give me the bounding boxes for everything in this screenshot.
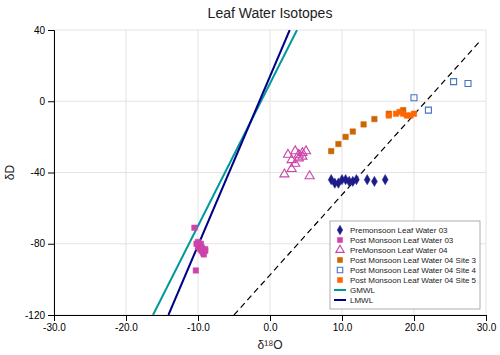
y-tick: 40 xyxy=(34,25,54,36)
x-tick-label: -20.0 xyxy=(115,322,138,333)
x-tick: -10.0 xyxy=(187,315,210,333)
series-points xyxy=(328,175,388,189)
point xyxy=(411,95,417,101)
point xyxy=(411,111,416,116)
point xyxy=(372,116,377,121)
legend-label: Post Monsoon Leaf Water 04 Site 5 xyxy=(350,276,477,285)
x-tick: 20.0 xyxy=(405,315,425,333)
legend-swatch xyxy=(336,245,344,252)
series-points xyxy=(192,225,208,273)
y-tick: -40 xyxy=(31,167,54,178)
point xyxy=(301,146,310,154)
dashed-line xyxy=(234,42,479,315)
legend-label: GMWL xyxy=(350,286,375,295)
y-tick-label: -80 xyxy=(31,238,46,249)
point xyxy=(192,225,197,230)
y-axis: -120 -80 -40 0 40 xyxy=(25,25,55,321)
legend-box xyxy=(330,221,480,309)
y-tick: 0 xyxy=(39,96,54,107)
x-axis: -30.0 -20.0 -10.0 0.0 10.0 20.0 30.0 xyxy=(43,315,497,333)
point xyxy=(305,171,314,179)
legend-label: Post Monsoon Leaf Water 04 Site 3 xyxy=(350,256,477,265)
legend-label: Post Monsoon Leaf Water 04 Site 4 xyxy=(350,266,477,275)
grid xyxy=(54,30,486,315)
x-tick: 0.0 xyxy=(264,315,278,333)
x-tick: 30.0 xyxy=(477,315,497,333)
y-tick: -120 xyxy=(25,310,54,321)
point xyxy=(451,79,457,85)
x-tick: -30.0 xyxy=(43,315,66,333)
point xyxy=(465,80,471,86)
legend-swatch xyxy=(337,257,342,262)
legend: Premonsoon Leaf Water 03Post Monsoon Lea… xyxy=(330,221,480,309)
y-grid-line xyxy=(54,30,486,31)
x-tick: -20.0 xyxy=(115,315,138,333)
title: Leaf Water Isotopes xyxy=(208,5,333,21)
legend-label: Premonsoon Leaf Water 03 xyxy=(350,226,448,235)
x-tick-mark xyxy=(270,315,271,321)
legend-swatch xyxy=(337,267,342,272)
x-axis-line xyxy=(55,316,487,322)
y-tick-mark xyxy=(48,101,54,102)
y-tick-label: 40 xyxy=(34,25,46,36)
x-tick-label: 10.0 xyxy=(333,322,353,333)
x-tick-label: 0.0 xyxy=(264,322,278,333)
point xyxy=(298,148,307,156)
y-axis-line xyxy=(48,31,55,316)
point xyxy=(202,246,207,251)
y-axis-title: δD xyxy=(3,165,17,181)
y-grid-line xyxy=(54,101,486,102)
legend-swatch xyxy=(337,225,342,234)
y-tick-mark xyxy=(48,173,54,174)
x-tick-label: 20.0 xyxy=(405,322,425,333)
legend-swatch xyxy=(334,289,346,291)
point xyxy=(328,148,333,153)
point xyxy=(361,122,366,127)
point xyxy=(371,176,377,186)
point xyxy=(382,175,388,185)
x-tick: 10.0 xyxy=(333,315,353,333)
series-points xyxy=(328,107,405,153)
y-tick-label: -120 xyxy=(25,310,45,321)
y-tick-label: 0 xyxy=(39,96,45,107)
legend-swatch xyxy=(337,237,342,242)
point xyxy=(343,134,348,139)
y-tick-mark xyxy=(48,244,54,245)
point xyxy=(350,129,355,134)
chart: -30.0 -20.0 -10.0 0.0 10.0 20.0 30.0 -120 -80 -40… xyxy=(0,0,500,355)
y-tick-mark xyxy=(48,315,54,316)
x-tick-mark xyxy=(486,315,487,321)
chart-container: -30.0 -20.0 -10.0 0.0 10.0 20.0 30.0 -120 -80 -40… xyxy=(0,0,500,355)
x-tick-mark xyxy=(342,315,343,321)
y-grid-line xyxy=(54,172,486,173)
legend-swatch xyxy=(337,277,342,282)
point xyxy=(364,175,370,185)
y-tick-mark xyxy=(48,30,54,31)
x-tick-mark xyxy=(126,315,127,321)
y-tick: -80 xyxy=(31,238,54,249)
point xyxy=(193,268,198,273)
x-tick-mark xyxy=(198,315,199,321)
point xyxy=(336,141,341,146)
legend-label: PreMonsoon Leaf Water 04 xyxy=(350,246,448,255)
x-tick-label: -10.0 xyxy=(187,322,210,333)
series-points xyxy=(386,109,417,118)
point xyxy=(353,175,359,185)
plot-area xyxy=(153,30,479,315)
x-tick-mark xyxy=(414,315,415,321)
point xyxy=(386,113,391,118)
x-tick-label: 30.0 xyxy=(477,322,497,333)
y-tick-label: -40 xyxy=(31,167,46,178)
series-points xyxy=(411,79,471,114)
legend-label: Post Monsoon Leaf Water 03 xyxy=(350,236,454,245)
legend-label: LMWL xyxy=(350,296,374,305)
x-tick-label: -30.0 xyxy=(43,322,66,333)
point xyxy=(425,107,431,113)
x-axis-title: δ¹⁸O xyxy=(257,338,282,352)
series-points xyxy=(280,146,314,179)
series-line xyxy=(168,30,289,315)
series-line xyxy=(153,30,297,315)
legend-swatch xyxy=(334,299,346,301)
